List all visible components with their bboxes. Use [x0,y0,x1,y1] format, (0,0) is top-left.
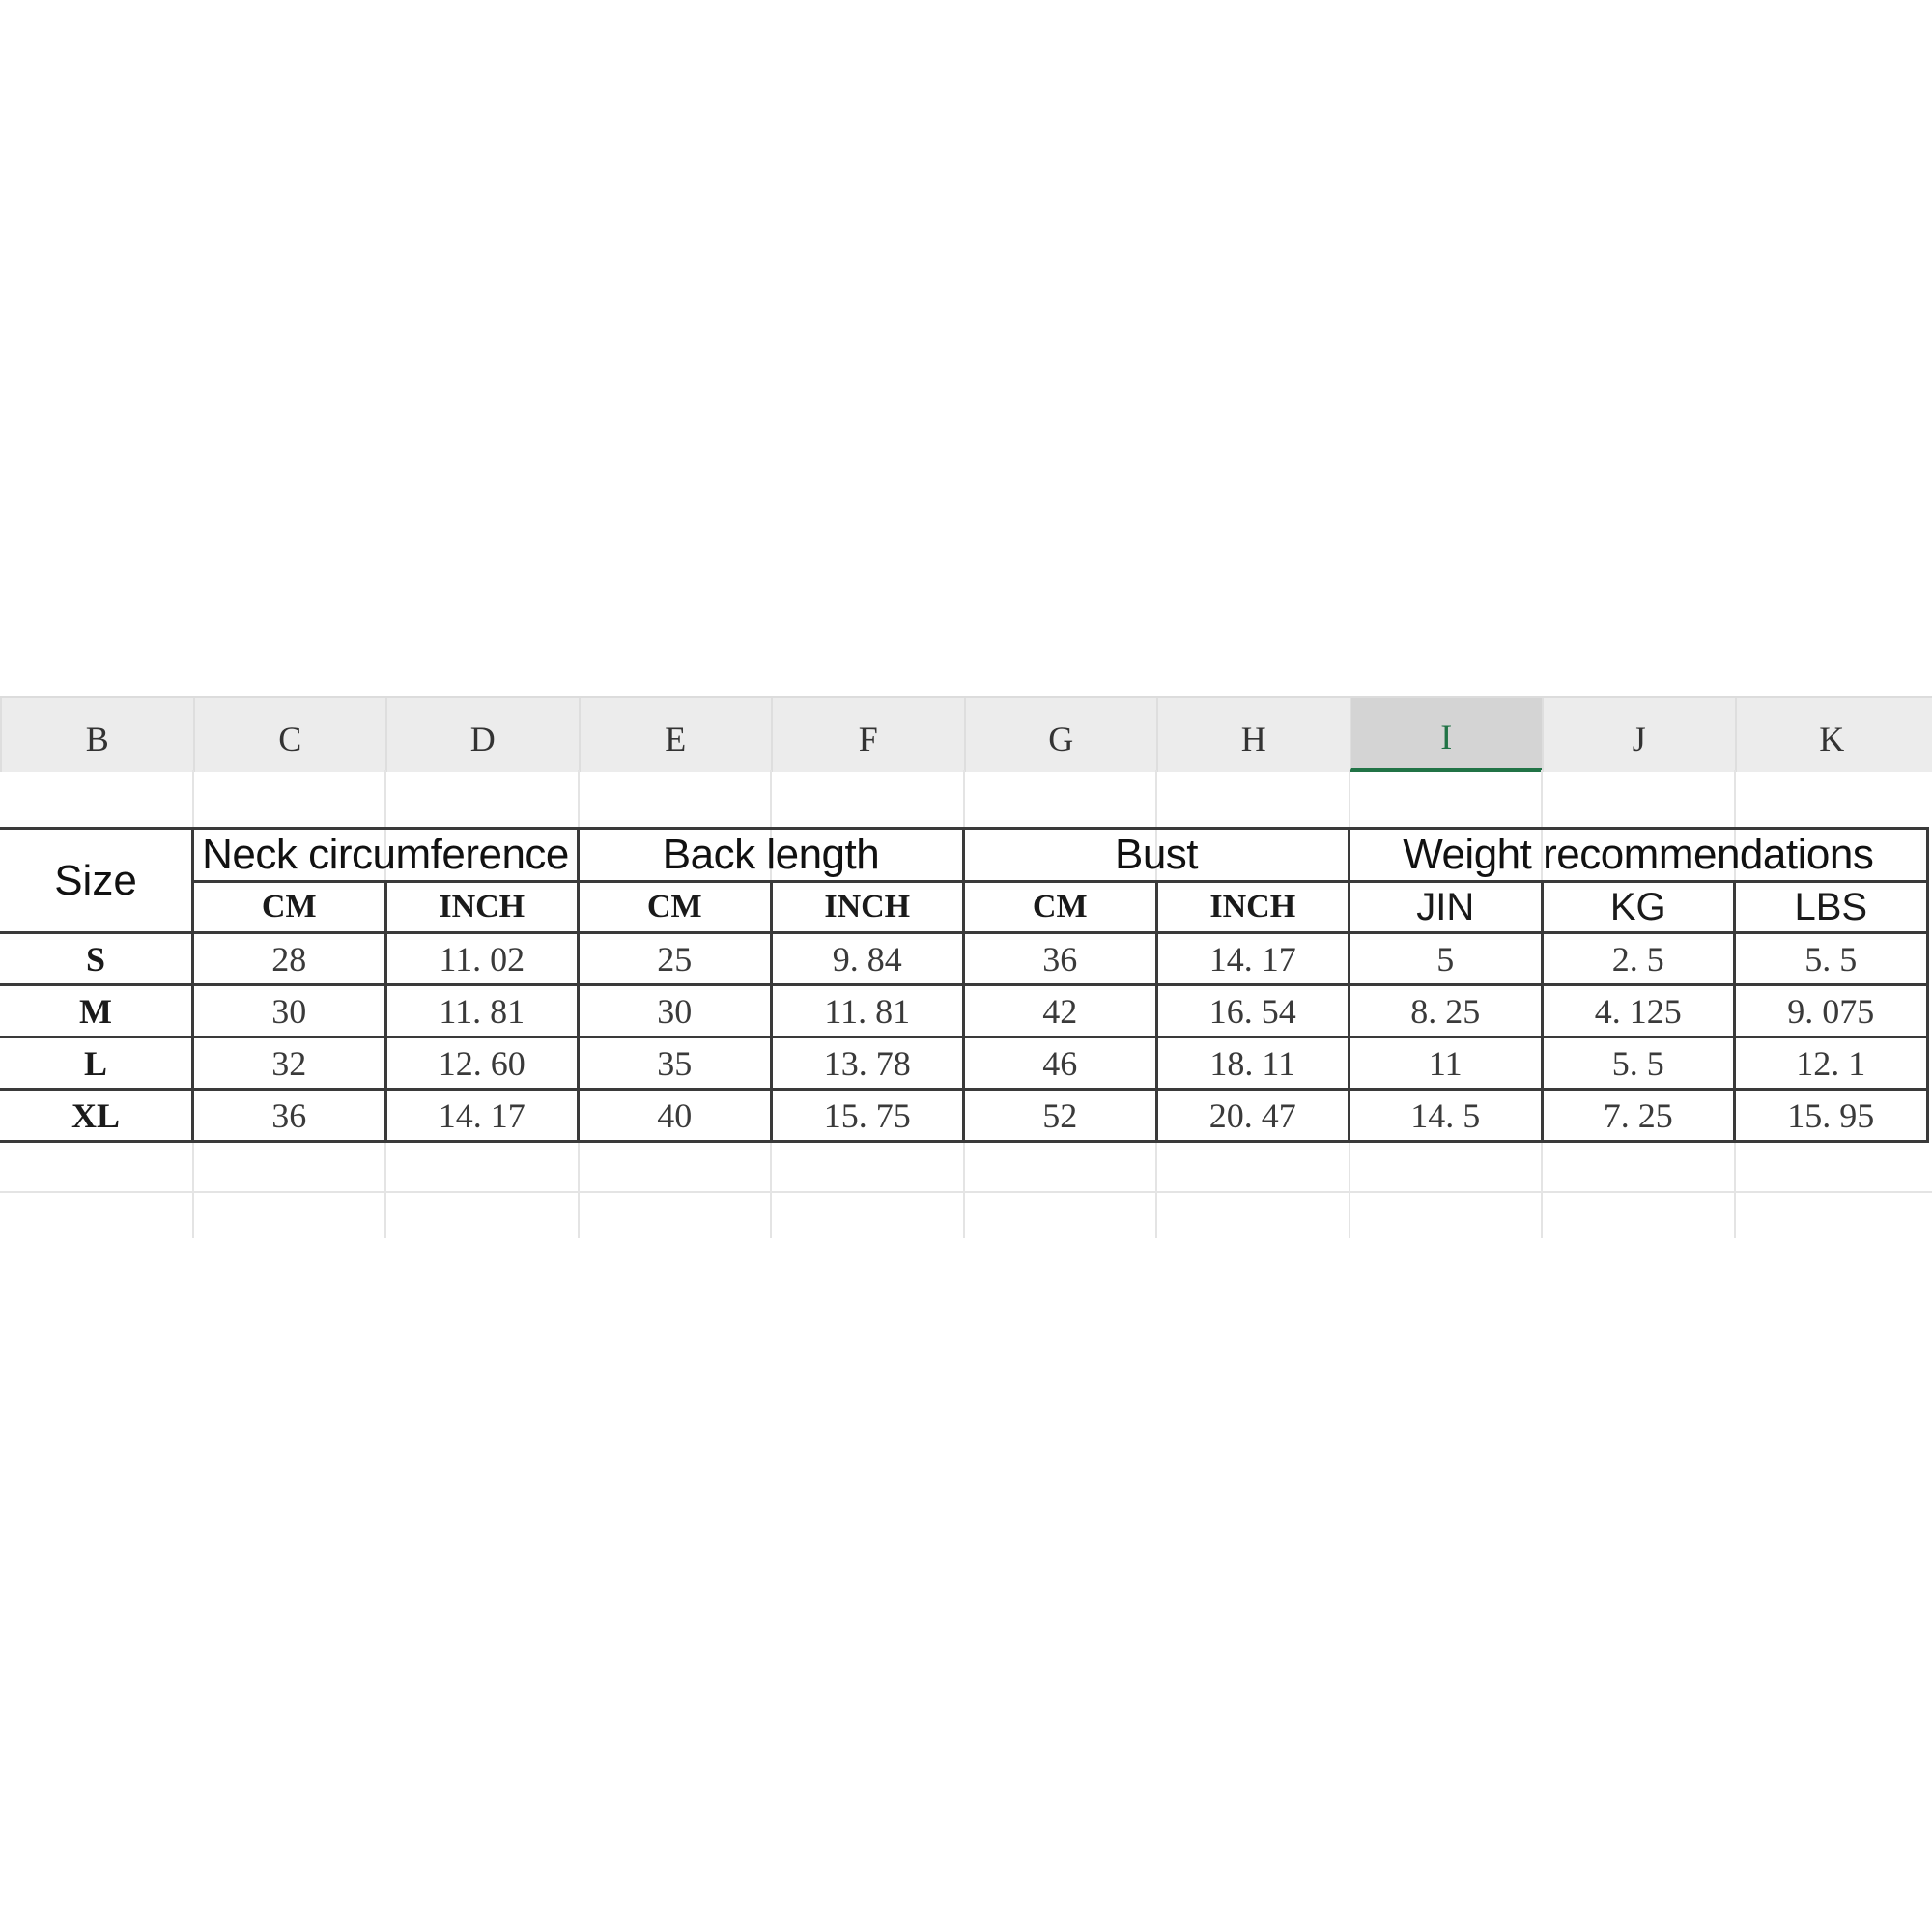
column-header-b[interactable]: B [0,698,193,772]
value-cell[interactable]: 30 [577,983,773,1038]
value-cell[interactable]: 36 [962,931,1158,986]
group-header-row: Size Neck circumference Back length Bust… [0,827,1929,934]
value-cell[interactable]: 15. 95 [1733,1088,1929,1143]
size-cell[interactable]: XL [0,1088,194,1143]
value-cell[interactable]: 35 [577,1036,773,1091]
value-cell[interactable]: 12. 1 [1733,1036,1929,1091]
size-header[interactable]: Size [0,827,194,934]
unit-header-inch[interactable]: INCH [769,880,965,934]
value-cell[interactable]: 16. 54 [1154,983,1351,1038]
group-bust[interactable]: Bust [961,827,1351,883]
value-cell[interactable]: 15. 75 [769,1088,965,1143]
unit-header-row: CM INCH CM INCH CM INCH JIN KG LBS [0,880,1929,934]
column-header-f[interactable]: F [771,698,964,772]
value-cell[interactable]: 11. 81 [769,983,965,1038]
column-header-d[interactable]: D [385,698,579,772]
value-cell[interactable]: 14. 17 [1154,931,1351,986]
size-cell[interactable]: S [0,931,194,986]
value-cell[interactable]: 11. 02 [384,931,580,986]
unit-header-cm[interactable]: CM [192,880,387,934]
value-cell[interactable]: 14. 17 [384,1088,580,1143]
value-cell[interactable]: 25 [577,931,773,986]
value-cell[interactable]: 9. 075 [1733,983,1929,1038]
column-header-i[interactable]: I [1349,698,1542,772]
value-cell[interactable]: 7. 25 [1540,1088,1737,1143]
size-cell[interactable]: L [0,1036,194,1091]
unit-header-inch[interactable]: INCH [384,880,580,934]
size-cell[interactable]: M [0,983,194,1038]
value-cell[interactable]: 4. 125 [1540,983,1737,1038]
column-header-g[interactable]: G [963,698,1157,772]
value-cell[interactable]: 11 [1348,1036,1544,1091]
column-header-k[interactable]: K [1734,698,1928,772]
unit-header-cm[interactable]: CM [962,880,1158,934]
table-row: S 28 11. 02 25 9. 84 36 14. 17 5 2. 5 5. 5 [0,931,1929,986]
group-neck-circumference[interactable]: Neck circumference [191,827,580,883]
unit-header-kg[interactable]: KG [1540,880,1737,934]
table-row: XL 36 14. 17 40 15. 75 52 20. 47 14. 5 7. 25 15. … [0,1088,1929,1143]
value-cell[interactable]: 36 [191,1088,387,1143]
unit-header-jin[interactable]: JIN [1348,880,1544,934]
unit-header-inch[interactable]: INCH [1154,880,1351,934]
column-header-h[interactable]: H [1156,698,1350,772]
value-cell[interactable]: 5. 5 [1733,931,1929,986]
value-cell[interactable]: 32 [191,1036,387,1091]
gridline-horizontal [0,1191,1932,1193]
column-header-j[interactable]: J [1542,698,1735,772]
value-cell[interactable]: 13. 78 [769,1036,965,1091]
value-cell[interactable]: 52 [962,1088,1158,1143]
column-header-e[interactable]: E [578,698,772,772]
value-cell[interactable]: 42 [962,983,1158,1038]
value-cell[interactable]: 20. 47 [1154,1088,1351,1143]
value-cell[interactable]: 2. 5 [1540,931,1737,986]
value-cell[interactable]: 30 [191,983,387,1038]
value-cell[interactable]: 8. 25 [1348,983,1544,1038]
table-row: L 32 12. 60 35 13. 78 46 18. 11 11 5. 5 12. 1 [0,1036,1929,1091]
value-cell[interactable]: 12. 60 [384,1036,580,1091]
value-cell[interactable]: 11. 81 [384,983,580,1038]
value-cell[interactable]: 18. 11 [1154,1036,1351,1091]
unit-header-cm[interactable]: CM [577,880,773,934]
unit-header-lbs[interactable]: LBS [1733,880,1929,934]
group-back-length[interactable]: Back length [577,827,965,883]
value-cell[interactable]: 5 [1348,931,1544,986]
table-row: M 30 11. 81 30 11. 81 42 16. 54 8. 25 4. 125 9. 0… [0,983,1929,1038]
value-cell[interactable]: 5. 5 [1540,1036,1737,1091]
group-weight-recommendations[interactable]: Weight recommendations [1348,827,1929,883]
column-header-c[interactable]: C [192,698,386,772]
value-cell[interactable]: 14. 5 [1348,1088,1544,1143]
value-cell[interactable]: 46 [962,1036,1158,1091]
value-cell[interactable]: 40 [577,1088,773,1143]
value-cell[interactable]: 28 [191,931,387,986]
value-cell[interactable]: 9. 84 [769,931,965,986]
size-chart-table: Size Neck circumference Back length Bust… [0,827,1929,1143]
